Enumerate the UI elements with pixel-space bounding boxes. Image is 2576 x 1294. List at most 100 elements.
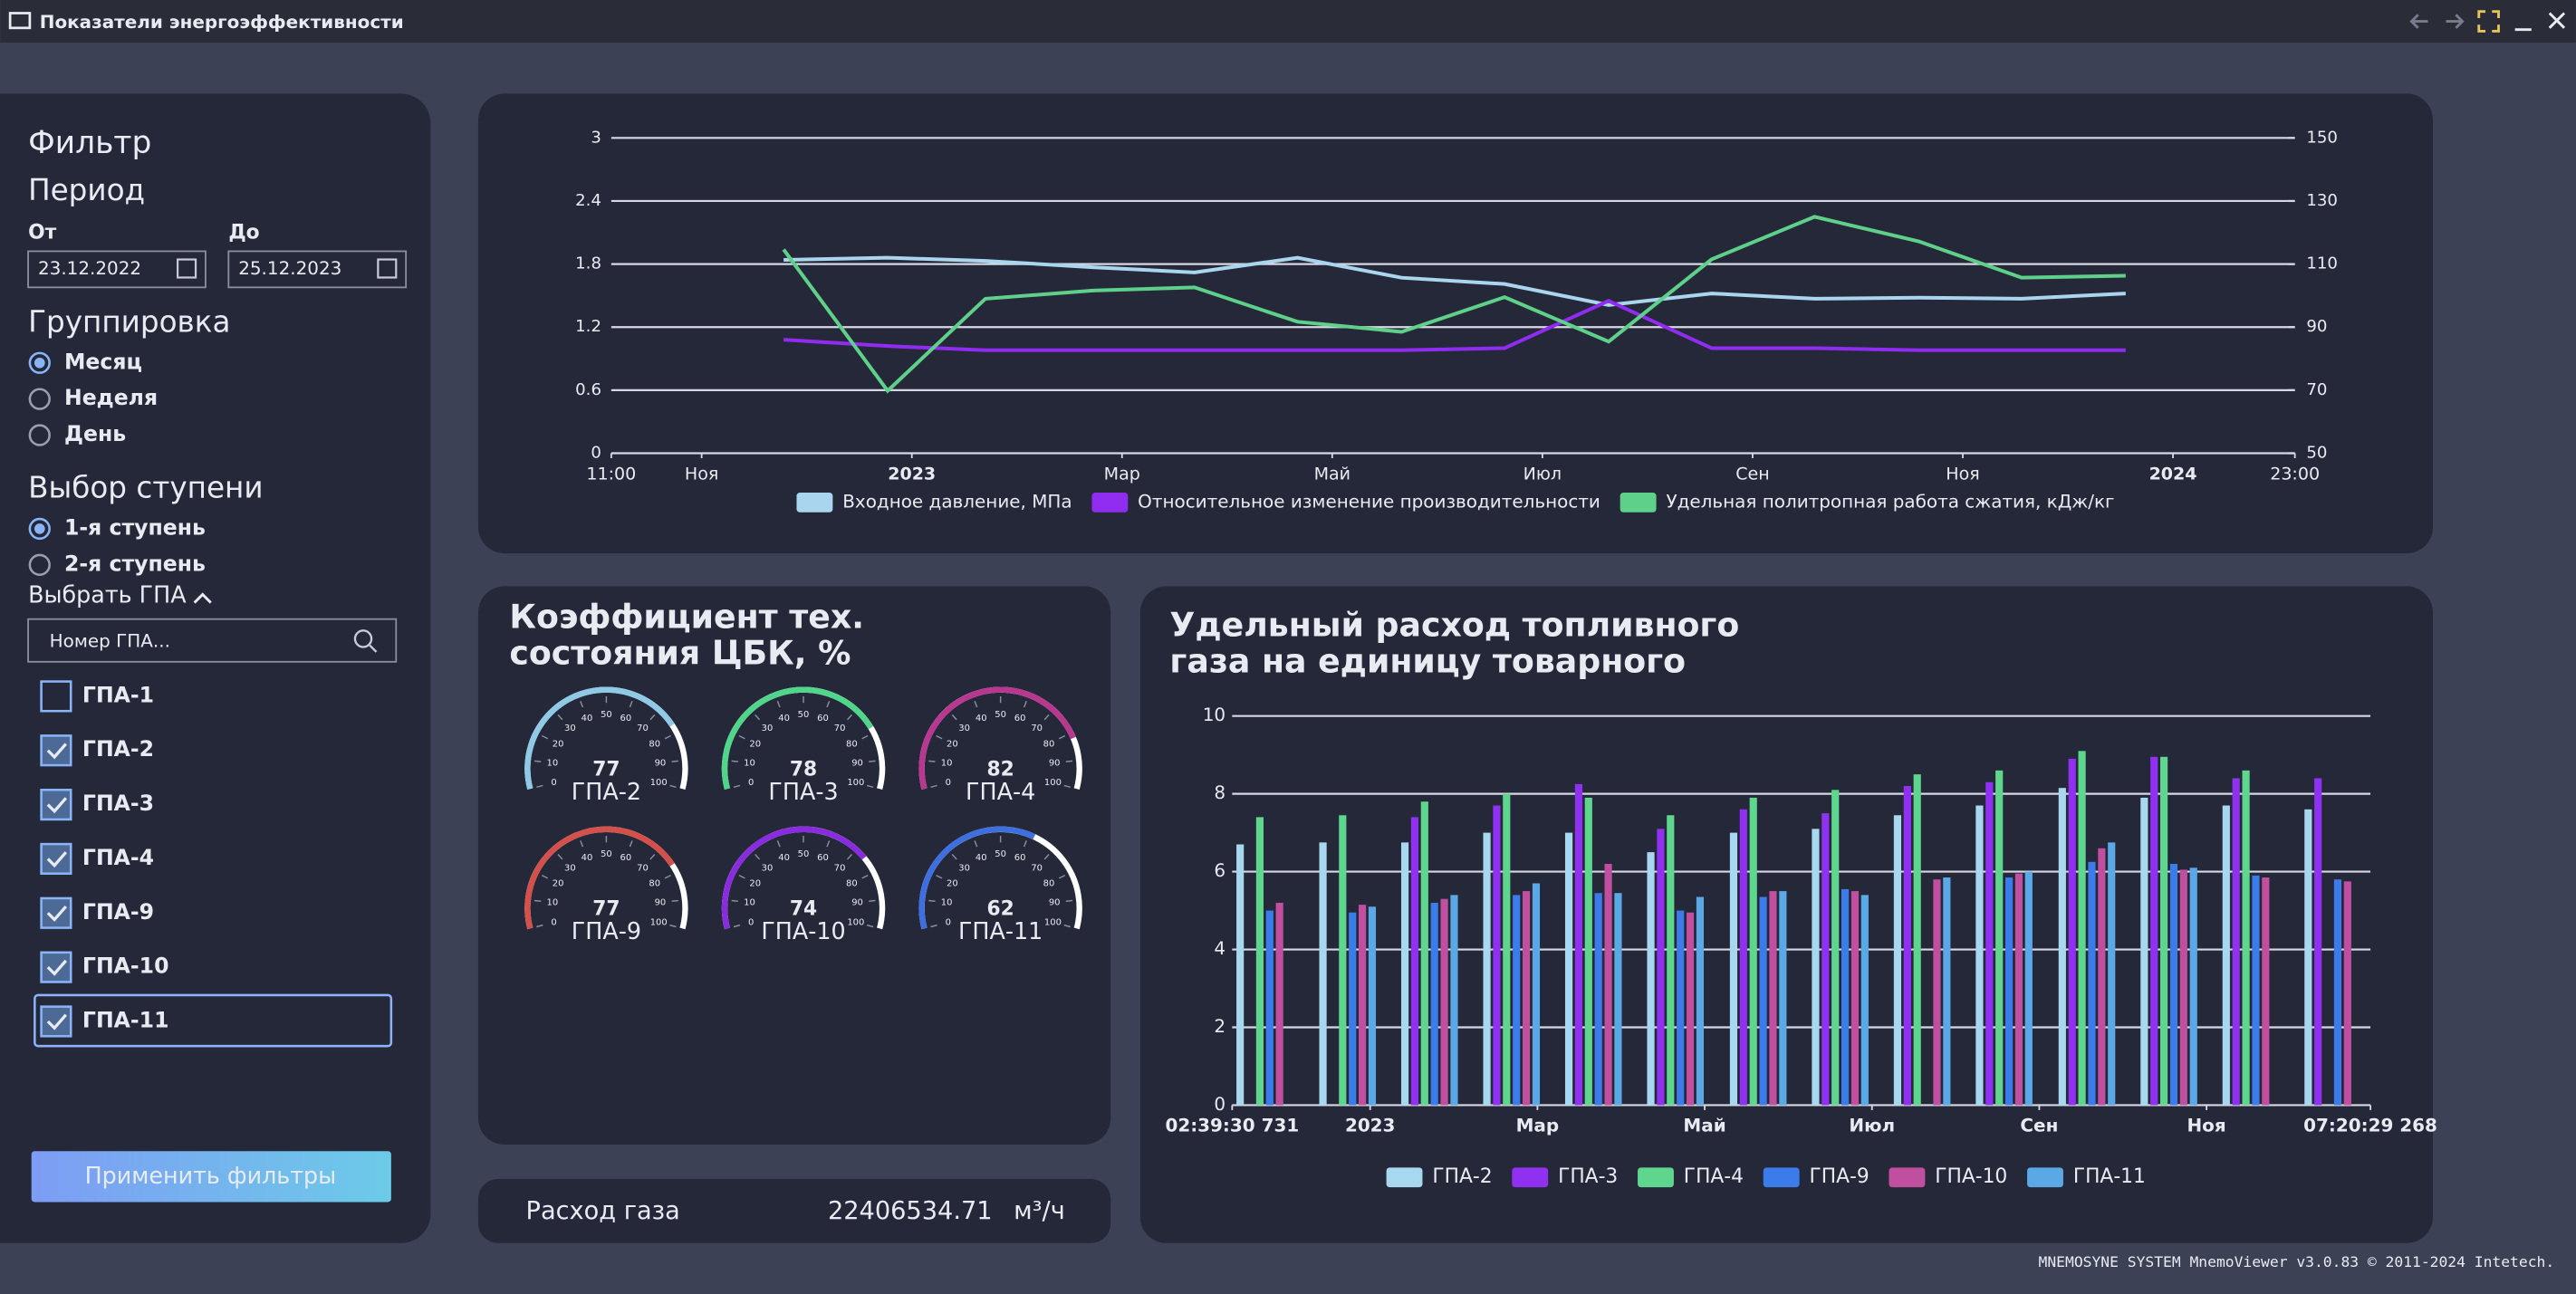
search-placeholder: Номер ГПА... — [50, 630, 170, 652]
gauge-tick — [733, 924, 741, 928]
checkbox-item[interactable]: ГПА-11 — [34, 993, 393, 1048]
gauge-tick-label: 50 — [995, 710, 1006, 720]
gauge-tick — [731, 760, 738, 762]
gauge-value-arc — [524, 826, 675, 930]
legend-swatch — [1763, 1167, 1800, 1188]
radio-option[interactable]: Месяц — [28, 349, 142, 374]
gauge-tick — [826, 840, 831, 848]
gauge-label: ГПА-2 — [572, 778, 641, 805]
series-line — [782, 215, 2126, 394]
x-tick-label: Май — [1314, 465, 1350, 484]
bar — [1532, 883, 1541, 1106]
bar — [1493, 805, 1501, 1106]
gauge-tick-label: 10 — [547, 758, 559, 768]
bar — [1943, 877, 1951, 1106]
checkbox-item[interactable]: ГПА-10 — [40, 951, 169, 983]
checkbox-item[interactable]: ГПА-9 — [40, 896, 154, 929]
gauge-tick — [930, 784, 937, 789]
gauge-label: ГПА-9 — [572, 917, 641, 944]
gauge-tick — [951, 854, 957, 860]
gauge-tick — [733, 784, 741, 789]
date-input[interactable]: 25.12.2023 — [227, 250, 408, 289]
fullscreen-button[interactable] — [2477, 10, 2500, 33]
gauge-tick — [557, 854, 563, 860]
bar — [1831, 790, 1840, 1106]
collapse-caret[interactable] — [193, 592, 212, 604]
checkbox-item[interactable]: ГПА-4 — [40, 842, 154, 876]
y-tick-label: 0.6 — [575, 380, 601, 399]
bar — [1893, 815, 1902, 1106]
gauge-panel — [477, 586, 1111, 1145]
gauge-tick-label: 20 — [553, 740, 564, 750]
search-icon-handle — [369, 644, 378, 653]
gauge-tick-label: 60 — [620, 853, 632, 863]
gauge-tick — [1065, 899, 1073, 902]
search-box[interactable]: Номер ГПА... — [27, 618, 398, 663]
back-button[interactable] — [2409, 14, 2428, 29]
legend-swatch — [796, 493, 833, 513]
gauge-tick-label: 40 — [582, 853, 593, 863]
gauge-tick-label: 30 — [958, 724, 970, 733]
gauge-tick — [928, 899, 936, 902]
bar — [1503, 793, 1511, 1106]
bar — [1841, 888, 1850, 1106]
bar — [1812, 829, 1820, 1106]
radio-dot — [34, 357, 45, 369]
gauge-label: ГПА-11 — [958, 917, 1043, 944]
date-input[interactable]: 23.12.2022 — [27, 250, 207, 289]
gauge-value-arc — [721, 686, 874, 791]
gas-flow-unit: м³/ч — [1014, 1197, 1065, 1225]
radio-label: 2-я ступень — [64, 551, 206, 576]
apply-button[interactable]: Применить фильтры — [31, 1151, 391, 1203]
x-tick-label: Июл — [1523, 465, 1562, 484]
y-tick-label: 2.4 — [575, 191, 601, 210]
gauge-tick — [649, 714, 656, 721]
close-button[interactable] — [2548, 12, 2566, 29]
gauge-tick-label: 10 — [941, 898, 953, 908]
section-title: Выбрать ГПА — [28, 580, 187, 608]
line-chart-panel — [477, 93, 2433, 554]
checkbox-item[interactable]: ГПА-2 — [40, 734, 154, 767]
checkbox-item[interactable]: ГПА-1 — [40, 680, 154, 713]
gauge-tick-label: 20 — [749, 879, 761, 889]
radio-option[interactable]: Неделя — [28, 385, 158, 410]
gauge-tick-label: 20 — [553, 879, 564, 889]
radio-option[interactable]: 1-я ступень — [28, 514, 206, 540]
bar — [1430, 902, 1438, 1106]
bar — [1749, 797, 1757, 1106]
bar — [2068, 758, 2076, 1106]
checkbox-item[interactable]: ГПА-3 — [40, 789, 154, 821]
bar — [1574, 783, 1583, 1106]
gauge-value: 74 — [790, 898, 817, 921]
x-tick-label: Ноя — [1946, 465, 1979, 484]
bar — [1400, 842, 1409, 1106]
bar — [1667, 815, 1675, 1106]
legend-item: ГПА-2 — [1386, 1165, 1493, 1188]
legend-label: ГПА-2 — [1432, 1165, 1492, 1188]
radio-option[interactable]: День — [28, 421, 126, 446]
y-tick-label: 1.2 — [575, 317, 601, 336]
legend-label: Удельная политропная работа сжатия, кДж/… — [1666, 490, 2114, 512]
checkbox-label: ГПА-11 — [82, 1007, 169, 1032]
legend-label: ГПА-3 — [1558, 1165, 1618, 1188]
radio-option[interactable]: 2-я ступень — [28, 551, 206, 576]
gauge-value-arc — [918, 686, 1076, 791]
forward-button[interactable] — [2446, 14, 2465, 29]
gauge-tick-label: 30 — [762, 863, 774, 873]
check-mark — [46, 1013, 68, 1030]
bar — [1236, 844, 1245, 1106]
gauge-tick-label: 0 — [551, 778, 556, 788]
checkbox-label: ГПА-9 — [82, 899, 154, 925]
gauge-tick-label: 50 — [601, 849, 612, 859]
date-value: 25.12.2023 — [238, 257, 341, 279]
radio-dot — [34, 523, 45, 534]
gauge-tick-label: 90 — [1049, 758, 1061, 768]
bar — [2150, 756, 2158, 1106]
bar — [1985, 781, 1994, 1106]
field-label: От — [28, 222, 56, 244]
gauge-tick — [866, 784, 874, 789]
y-tick-label: 6 — [1214, 859, 1226, 881]
bar — [1677, 910, 1685, 1106]
